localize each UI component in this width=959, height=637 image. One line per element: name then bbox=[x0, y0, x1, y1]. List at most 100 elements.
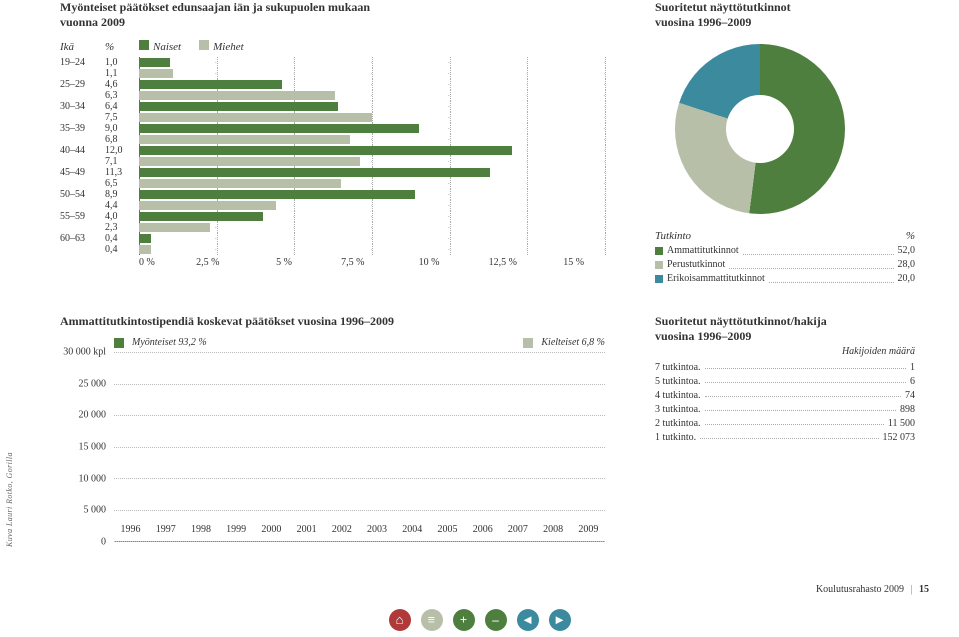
prev-icon[interactable]: ◄ bbox=[517, 609, 539, 631]
bar-row: 19–241,0 bbox=[60, 57, 605, 68]
bar-rows: 19–241,01,125–294,66,330–346,47,535–399,… bbox=[60, 57, 605, 255]
page-number: Koulutusrahasto 2009 | 15 bbox=[816, 584, 929, 595]
dpa-subtitle: Hakijoiden määrä bbox=[655, 346, 915, 357]
bar-row: 50–548,9 bbox=[60, 189, 605, 200]
stacked-x-tick: 2009 bbox=[578, 524, 598, 535]
dpa-row: 4 tutkintoa.74 bbox=[655, 389, 915, 403]
legend-swatch-naiset bbox=[139, 40, 149, 50]
bar-fill bbox=[139, 190, 415, 199]
per-applicant-table: Suoritetut näyttötutkinnot/hakija vuosin… bbox=[655, 314, 915, 562]
dpa-label: 7 tutkintoa. bbox=[655, 361, 701, 375]
donut-row: Erikoisammattitutkinnot20,0 bbox=[655, 272, 915, 286]
bar-fill bbox=[139, 146, 512, 155]
bar-row: 60–630,4 bbox=[60, 233, 605, 244]
bar-x-tick: 15 % bbox=[563, 257, 584, 268]
legend-swatch-myont bbox=[114, 338, 124, 348]
dpa-row: 3 tutkintoa. 898 bbox=[655, 403, 915, 417]
bar-fill bbox=[139, 201, 276, 210]
zoom-out-icon[interactable]: – bbox=[485, 609, 507, 631]
bar-chart-title-line2: vuonna 2009 bbox=[60, 15, 125, 29]
dpa-label: 5 tutkintoa. bbox=[655, 375, 701, 389]
bar-row: 25–294,6 bbox=[60, 79, 605, 90]
stacked-x-tick: 1996 bbox=[121, 524, 141, 535]
stacked-y-tick: 0 bbox=[101, 537, 106, 548]
stacked-legend: Myönteiset 93,2 % Kielteiset 6,8 % bbox=[60, 337, 605, 348]
bar-chart-title: Myönteiset päätökset edunsaajan iän ja s… bbox=[60, 0, 605, 30]
bar-x-tick: 7,5 % bbox=[341, 257, 364, 268]
photo-credit: Kuva Lauri Rotko, Gorilla bbox=[5, 452, 14, 547]
bar-fill bbox=[139, 135, 350, 144]
age-gender-bar-chart: Myönteiset päätökset edunsaajan iän ja s… bbox=[60, 0, 605, 286]
bar-row: 7,5 bbox=[60, 112, 605, 123]
stacked-y-labels: 30 000 kpl25 00020 00015 00010 0005 0000 bbox=[60, 352, 110, 542]
legend-label-myont: Myönteiset 93,2 % bbox=[132, 337, 207, 348]
bar-fill bbox=[139, 58, 170, 67]
bar-chart-header: Ikä % Naiset Miehet bbox=[60, 40, 605, 53]
donut-label: Perustutkinnot bbox=[667, 258, 725, 272]
stacked-x-tick: 2002 bbox=[332, 524, 352, 535]
stacked-x-tick: 1998 bbox=[191, 524, 211, 535]
stacked-y-tick: 10 000 bbox=[79, 473, 107, 484]
donut-hdr-right: % bbox=[906, 230, 915, 242]
stacked-x-tick: 2004 bbox=[402, 524, 422, 535]
dpa-row: 5 tutkintoa. 6 bbox=[655, 375, 915, 389]
stacked-y-tick: 5 000 bbox=[84, 505, 107, 516]
nav-icons: ⌂ ≡ + – ◄ ► bbox=[389, 609, 571, 631]
zoom-in-icon[interactable]: + bbox=[453, 609, 475, 631]
stacked-x-tick: 2005 bbox=[437, 524, 457, 535]
bar-row: 0,4 bbox=[60, 244, 605, 255]
bar-fill bbox=[139, 179, 341, 188]
stacked-bar-chart: Ammattitutkintostipendiä koskevat päätök… bbox=[60, 314, 605, 562]
dpa-value: 6 bbox=[910, 375, 915, 389]
dpa-value: 152 073 bbox=[883, 431, 916, 445]
next-icon[interactable]: ► bbox=[549, 609, 571, 631]
page-no: 15 bbox=[919, 584, 929, 595]
stacked-x-tick: 2007 bbox=[508, 524, 528, 535]
stacked-x-tick: 2003 bbox=[367, 524, 387, 535]
bar-x-ticks: 0 %2,5 %5 %7,5 %10 %12,5 %15 % bbox=[139, 257, 605, 268]
donut-table-header: Tutkinto % bbox=[655, 230, 915, 242]
dpa-row: 1 tutkinto.152 073 bbox=[655, 431, 915, 445]
stacked-x-tick: 2006 bbox=[473, 524, 493, 535]
toc-icon[interactable]: ≡ bbox=[421, 609, 443, 631]
bar-row: 2,3 bbox=[60, 222, 605, 233]
donut-swatch bbox=[655, 247, 663, 255]
dpa-label: 3 tutkintoa. bbox=[655, 403, 701, 417]
bar-x-tick: 5 % bbox=[276, 257, 292, 268]
stacked-title: Ammattitutkintostipendiä koskevat päätök… bbox=[60, 314, 605, 329]
bar-fill bbox=[139, 102, 338, 111]
stacked-x-tick: 2001 bbox=[297, 524, 317, 535]
dpa-value: 11 500 bbox=[888, 417, 915, 431]
donut-row: Ammattitutkinnot52,0 bbox=[655, 244, 915, 258]
donut-value: 28,0 bbox=[898, 258, 916, 272]
bar-row: 6,3 bbox=[60, 90, 605, 101]
dpa-value: 1 bbox=[910, 361, 915, 375]
bar-x-tick: 2,5 % bbox=[196, 257, 219, 268]
bar-row: 1,1 bbox=[60, 68, 605, 79]
bar-fill bbox=[139, 124, 419, 133]
dpa-title: Suoritetut näyttötutkinnot/hakija vuosin… bbox=[655, 314, 915, 344]
donut-row: Perustutkinnot 28,0 bbox=[655, 258, 915, 272]
bar-fill bbox=[139, 234, 151, 243]
bar-fill bbox=[139, 113, 372, 122]
dpa-value: 898 bbox=[900, 403, 915, 417]
home-icon[interactable]: ⌂ bbox=[389, 609, 411, 631]
bar-col-pct-header: % bbox=[105, 41, 139, 53]
dpa-label: 2 tutkintoa. bbox=[655, 417, 701, 431]
stacked-plot: 1996199719981999200020012002200320042005… bbox=[114, 352, 605, 542]
bar-fill bbox=[139, 80, 282, 89]
legend-swatch-miehet bbox=[199, 40, 209, 50]
donut-swatch bbox=[655, 275, 663, 283]
donut-hdr-left: Tutkinto bbox=[655, 230, 691, 242]
donut-value: 20,0 bbox=[898, 272, 916, 286]
bar-x-axis: 0 %2,5 %5 %7,5 %10 %12,5 %15 % bbox=[60, 257, 605, 268]
donut-chart: Suoritetut näyttötutkinnot vuosina 1996–… bbox=[655, 0, 915, 286]
legend-label-kielt: Kielteiset 6,8 % bbox=[541, 337, 605, 348]
legend-swatch-kielt bbox=[523, 338, 533, 348]
dpa-label: 4 tutkintoa. bbox=[655, 389, 701, 403]
donut-title: Suoritetut näyttötutkinnot vuosina 1996–… bbox=[655, 0, 915, 30]
donut-ring bbox=[675, 44, 845, 214]
bar-row: 40–4412,0 bbox=[60, 145, 605, 156]
bar-row: 35–399,0 bbox=[60, 123, 605, 134]
bar-fill bbox=[139, 212, 263, 221]
